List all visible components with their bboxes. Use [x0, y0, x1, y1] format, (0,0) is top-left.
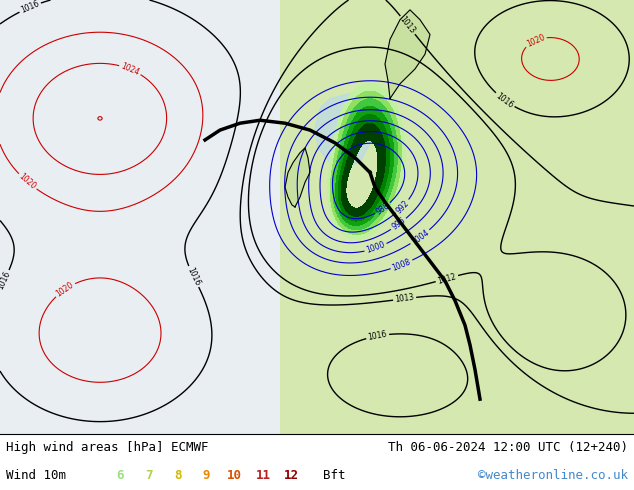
Text: 1008: 1008 [391, 257, 412, 272]
Text: 1016: 1016 [367, 330, 388, 342]
Polygon shape [0, 0, 280, 434]
Text: 1000: 1000 [365, 241, 386, 255]
Text: High wind areas [hPa] ECMWF: High wind areas [hPa] ECMWF [6, 441, 209, 454]
Text: 992: 992 [394, 198, 411, 215]
Text: 9: 9 [202, 469, 210, 483]
Text: 988: 988 [374, 200, 391, 216]
Text: 1016: 1016 [20, 0, 41, 15]
Text: 1016: 1016 [0, 270, 12, 291]
Polygon shape [315, 94, 375, 168]
Text: 1016: 1016 [185, 266, 202, 287]
Polygon shape [280, 0, 634, 434]
Text: 10: 10 [227, 469, 242, 483]
Text: 8: 8 [174, 469, 181, 483]
Text: Bft: Bft [323, 469, 346, 483]
Text: Wind 10m: Wind 10m [6, 469, 67, 483]
Text: 1020: 1020 [17, 172, 37, 192]
Text: 996: 996 [390, 216, 407, 232]
Text: ©weatheronline.co.uk: ©weatheronline.co.uk [477, 469, 628, 483]
Text: 1016: 1016 [495, 91, 515, 110]
Text: 1013: 1013 [398, 15, 417, 35]
Text: 1024: 1024 [120, 61, 141, 77]
Text: 6: 6 [117, 469, 124, 483]
Text: 11: 11 [256, 469, 271, 483]
Text: 1012: 1012 [436, 271, 457, 286]
Text: 7: 7 [145, 469, 153, 483]
Polygon shape [385, 10, 430, 98]
Text: 1004: 1004 [410, 228, 430, 246]
Text: 12: 12 [284, 469, 299, 483]
Text: 1013: 1013 [394, 293, 415, 304]
Text: 1020: 1020 [55, 280, 75, 298]
Text: 1020: 1020 [525, 32, 546, 49]
Polygon shape [285, 148, 310, 207]
Text: Th 06-06-2024 12:00 UTC (12+240): Th 06-06-2024 12:00 UTC (12+240) [387, 441, 628, 454]
